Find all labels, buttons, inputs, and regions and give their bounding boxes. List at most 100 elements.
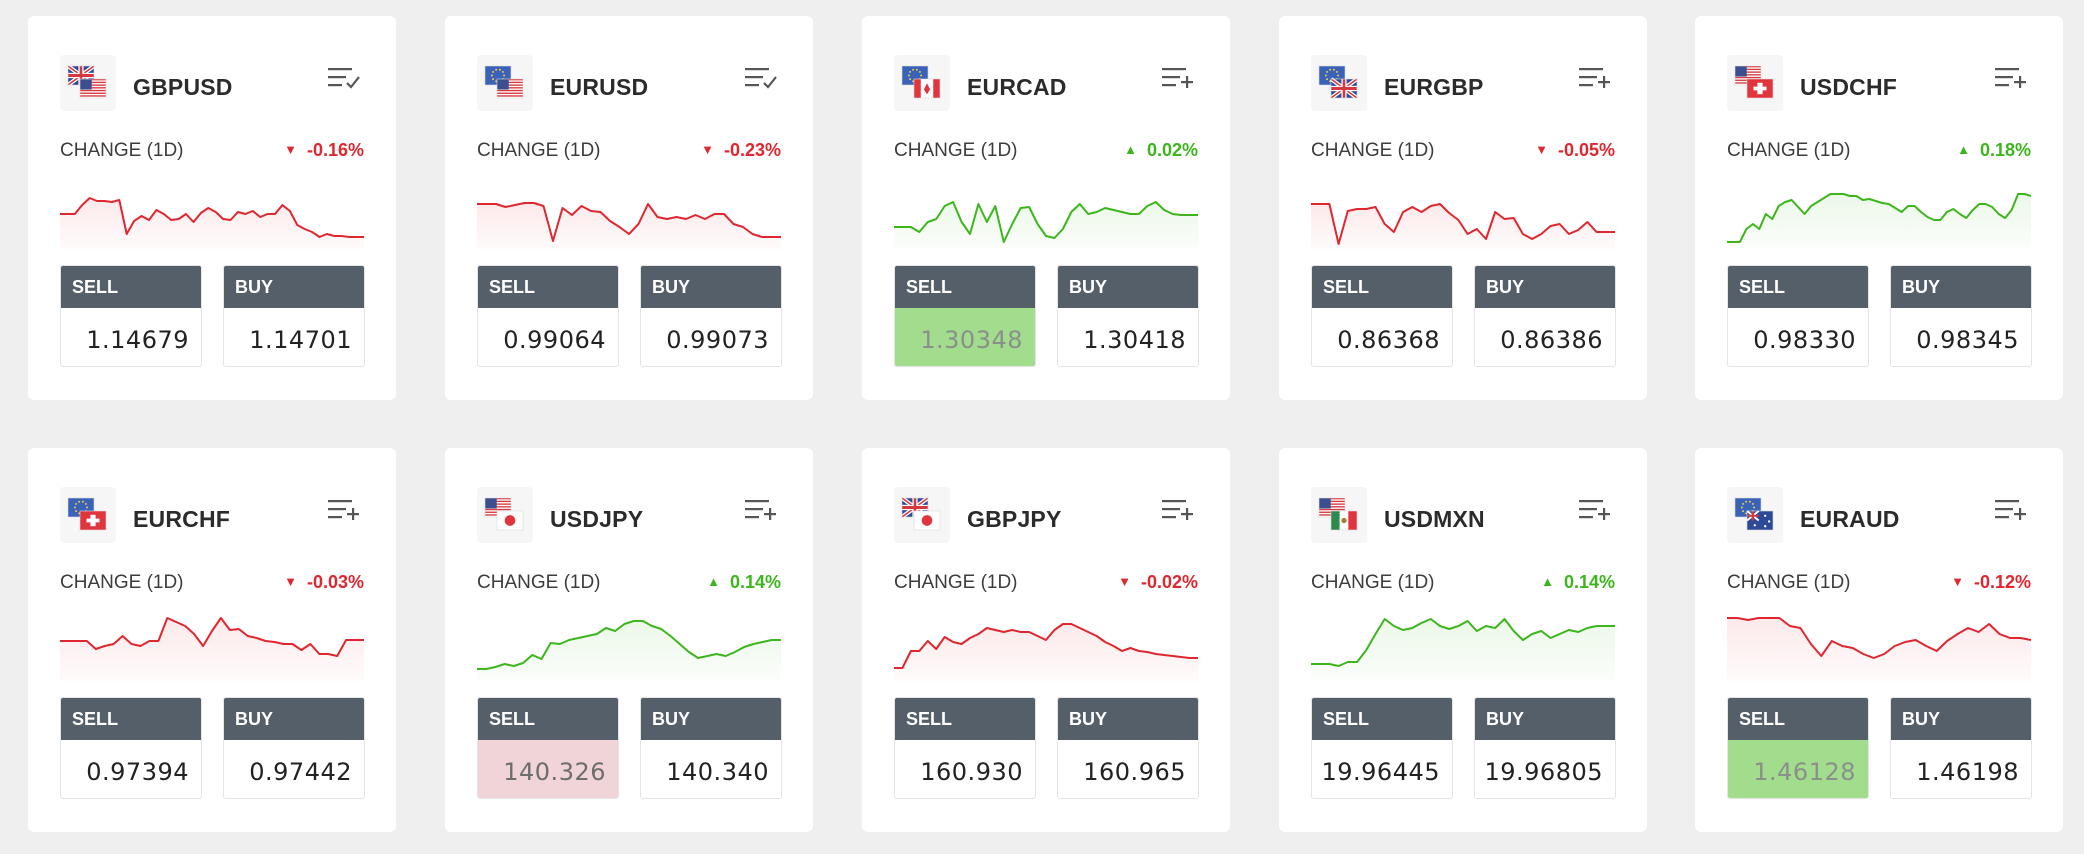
buy-button[interactable]: BUY 0.99073: [640, 265, 782, 367]
instrument-symbol[interactable]: EURCAD: [967, 74, 1067, 100]
instrument-card[interactable]: GBPJPY CHANGE (1D) ▼ -0.02% SELL 160.930 …: [862, 448, 1230, 832]
sparkline-chart: [894, 623, 1198, 681]
buy-button[interactable]: BUY 140.340: [640, 697, 782, 799]
sell-price: 0.86368: [1337, 326, 1440, 354]
change-label: CHANGE (1D): [1311, 140, 1435, 161]
watchlist-add-icon[interactable]: [1995, 66, 2029, 94]
sell-button[interactable]: SELL 160.930: [894, 697, 1036, 799]
instrument-card[interactable]: EURCAD CHANGE (1D) ▲ 0.02% SELL 1.30348 B…: [862, 16, 1230, 400]
sell-button[interactable]: SELL 0.99064: [477, 265, 619, 367]
buy-label: BUY: [1475, 266, 1615, 308]
sparkline-line: [60, 617, 364, 657]
instrument-symbol[interactable]: EURUSD: [550, 74, 649, 100]
eu-au-flag-icon: [1727, 487, 1783, 543]
sell-price: 1.30348: [920, 326, 1023, 354]
sparkline-chart: [1311, 618, 1615, 681]
buy-price: 0.86386: [1500, 326, 1603, 354]
change-value: ▲ 0.14%: [707, 572, 781, 592]
sell-button[interactable]: SELL 19.96445: [1311, 697, 1453, 799]
instrument-card[interactable]: EURCHF CHANGE (1D) ▼ -0.03% SELL 0.97394 …: [28, 448, 396, 832]
sell-button[interactable]: SELL 1.14679: [60, 265, 202, 367]
instrument-card[interactable]: GBPUSD CHANGE (1D) ▼ -0.16% SELL 1.14679 …: [28, 16, 396, 400]
sparkline-chart: [60, 617, 364, 681]
change-value: ▼ -0.12%: [1951, 572, 2031, 592]
instrument-symbol[interactable]: USDCHF: [1800, 74, 1898, 100]
change-value: ▲ 0.18%: [1957, 140, 2031, 160]
watchlist-add-icon[interactable]: [745, 498, 779, 526]
sparkline-area: [1311, 204, 1615, 249]
instrument-card[interactable]: EURGBP CHANGE (1D) ▼ -0.05% SELL 0.86368 …: [1279, 16, 1647, 400]
buy-price: 0.98345: [1916, 326, 2019, 354]
sparkline-area: [60, 618, 364, 681]
buy-button[interactable]: BUY 1.14701: [223, 265, 365, 367]
buy-button[interactable]: BUY 1.30418: [1057, 265, 1199, 367]
instrument-symbol[interactable]: EURGBP: [1384, 74, 1484, 100]
instrument-symbol[interactable]: USDJPY: [550, 506, 644, 532]
buy-label: BUY: [1891, 698, 2031, 740]
sell-button[interactable]: SELL 1.30348: [894, 265, 1036, 367]
watchlist-add-icon[interactable]: [1579, 66, 1613, 94]
watchlist-add-icon[interactable]: [1995, 498, 2029, 526]
instrument-card[interactable]: EURUSD CHANGE (1D) ▼ -0.23% SELL 0.99064 …: [445, 16, 813, 400]
arrow-down-icon: ▼: [1118, 574, 1131, 589]
sell-button[interactable]: SELL 1.46128: [1727, 697, 1869, 799]
instrument-symbol[interactable]: GBPUSD: [133, 74, 233, 100]
sparkline-line: [894, 201, 1198, 243]
sell-price: 19.96445: [1321, 758, 1440, 786]
arrow-down-icon: ▼: [284, 574, 297, 589]
arrow-up-icon: ▲: [707, 574, 720, 589]
sell-price: 0.97394: [86, 758, 189, 786]
buy-price: 1.46198: [1916, 758, 2019, 786]
buy-label: BUY: [641, 266, 781, 308]
buy-button[interactable]: BUY 0.86386: [1474, 265, 1616, 367]
change-value: ▲ 0.14%: [1541, 572, 1615, 592]
sparkline-chart: [60, 197, 364, 249]
sell-button[interactable]: SELL 140.326: [477, 697, 619, 799]
instrument-card[interactable]: USDJPY CHANGE (1D) ▲ 0.14% SELL 140.326 B…: [445, 448, 813, 832]
buy-button[interactable]: BUY 160.965: [1057, 697, 1199, 799]
watchlist-added-icon[interactable]: [328, 66, 362, 94]
instrument-card[interactable]: EURAUD CHANGE (1D) ▼ -0.12% SELL 1.46128 …: [1695, 448, 2063, 832]
sparkline-area: [894, 202, 1198, 249]
buy-button[interactable]: BUY 1.46198: [1890, 697, 2032, 799]
sparkline-chart: [1311, 203, 1615, 249]
arrow-down-icon: ▼: [1951, 574, 1964, 589]
sell-price: 1.46128: [1753, 758, 1856, 786]
sparkline-line: [1311, 203, 1615, 245]
sell-label: SELL: [478, 266, 618, 308]
buy-price: 1.14701: [249, 326, 352, 354]
buy-price: 0.97442: [249, 758, 352, 786]
sparkline-chart: [1727, 193, 2031, 249]
watchlist-add-icon[interactable]: [1162, 498, 1196, 526]
buy-button[interactable]: BUY 19.96805: [1474, 697, 1616, 799]
sell-price: 0.99064: [503, 326, 606, 354]
watchlist-add-icon[interactable]: [328, 498, 362, 526]
instrument-card[interactable]: USDCHF CHANGE (1D) ▲ 0.18% SELL 0.98330 B…: [1695, 16, 2063, 400]
watchlist-add-icon[interactable]: [1579, 498, 1613, 526]
instrument-card[interactable]: USDMXN CHANGE (1D) ▲ 0.14% SELL 19.96445 …: [1279, 448, 1647, 832]
sell-price: 140.326: [503, 758, 606, 786]
buy-button[interactable]: BUY 0.97442: [223, 697, 365, 799]
eu-gb-flag-icon: [1311, 55, 1367, 111]
instrument-symbol[interactable]: USDMXN: [1384, 506, 1485, 532]
gb-jp-flag-icon: [894, 487, 950, 543]
watchlist-added-icon[interactable]: [745, 66, 779, 94]
change-label: CHANGE (1D): [477, 140, 601, 161]
instrument-symbol[interactable]: EURAUD: [1800, 506, 1900, 532]
instrument-symbol[interactable]: EURCHF: [133, 506, 231, 532]
buy-label: BUY: [224, 266, 364, 308]
sell-label: SELL: [1312, 698, 1452, 740]
sparkline-area: [477, 621, 781, 681]
instrument-symbol[interactable]: GBPJPY: [967, 506, 1062, 532]
sell-button[interactable]: SELL 0.86368: [1311, 265, 1453, 367]
watchlist-add-icon[interactable]: [1162, 66, 1196, 94]
gb-us-flag-icon: [60, 55, 116, 111]
sell-button[interactable]: SELL 0.98330: [1727, 265, 1869, 367]
buy-label: BUY: [1891, 266, 2031, 308]
eu-ca-flag-icon: [894, 55, 950, 111]
buy-button[interactable]: BUY 0.98345: [1890, 265, 2032, 367]
sell-price: 1.14679: [86, 326, 189, 354]
change-value: ▼ -0.05%: [1535, 140, 1615, 160]
sell-button[interactable]: SELL 0.97394: [60, 697, 202, 799]
